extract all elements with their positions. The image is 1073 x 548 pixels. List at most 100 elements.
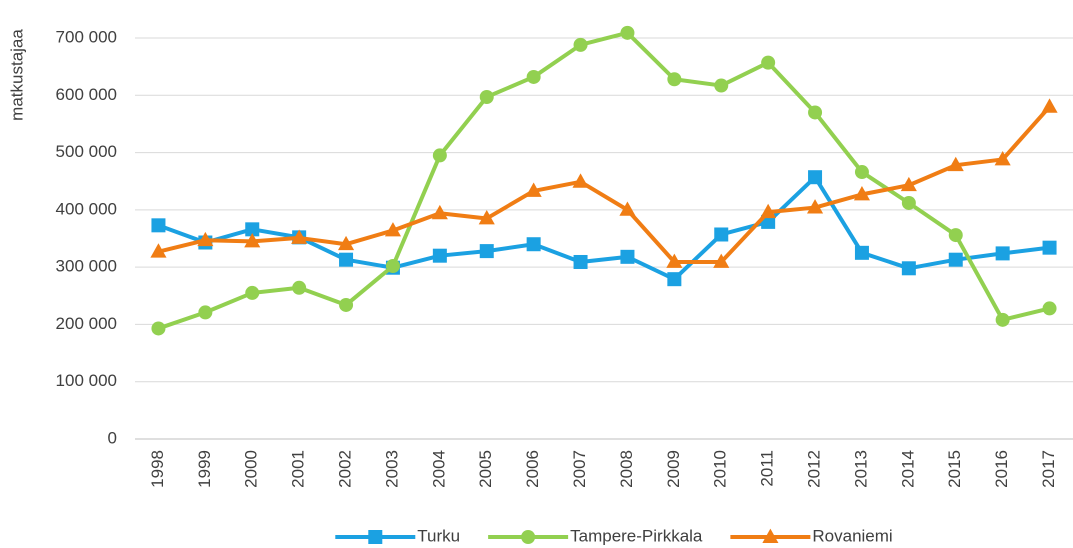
marker	[384, 222, 401, 237]
marker	[198, 305, 213, 320]
marker	[619, 201, 636, 216]
marker	[432, 148, 447, 163]
marker	[339, 252, 354, 267]
marker	[667, 72, 682, 87]
legend-item: Tampere-Pirkkala	[488, 526, 703, 545]
x-tick-label: 2015	[945, 450, 964, 488]
marker	[994, 151, 1011, 166]
y-axis-title: matkustajaa	[7, 29, 26, 121]
x-tick-label: 2011	[758, 450, 777, 487]
line	[157, 175, 1050, 282]
x-tick-label: 2012	[805, 450, 824, 488]
legend-label: Rovaniemi	[812, 526, 892, 545]
marker	[900, 176, 917, 192]
marker	[338, 235, 355, 251]
marker	[479, 244, 494, 259]
marker	[948, 228, 963, 243]
marker	[1041, 98, 1058, 113]
line	[157, 30, 1051, 331]
y-tick-label: 500 000	[56, 142, 117, 161]
x-tick-label: 2001	[289, 450, 308, 488]
legend-label: Turku	[417, 526, 460, 545]
marker	[431, 204, 448, 220]
x-tick-label: 2000	[242, 450, 261, 488]
marker	[526, 69, 541, 84]
marker	[478, 210, 495, 225]
marker	[521, 530, 536, 544]
marker	[385, 258, 400, 273]
x-tick-label: 1999	[195, 450, 214, 488]
marker	[666, 253, 683, 268]
marker	[573, 37, 588, 52]
marker	[432, 248, 447, 263]
marker	[808, 170, 823, 185]
series	[151, 25, 1057, 336]
x-tick-label: 2017	[1039, 450, 1058, 488]
marker	[244, 232, 261, 248]
x-tick-label: 2014	[898, 450, 917, 488]
marker	[292, 280, 307, 295]
marker	[853, 185, 870, 201]
x-tick-label: 2008	[617, 450, 636, 488]
marker	[245, 285, 260, 300]
y-tick-label: 300 000	[56, 257, 117, 276]
y-tick-label: 0	[108, 428, 117, 447]
marker	[620, 25, 635, 40]
marker	[479, 90, 494, 105]
marker	[714, 227, 729, 242]
x-tick-label: 2013	[851, 450, 870, 488]
marker	[245, 222, 260, 237]
legend-label: Tampere-Pirkkala	[570, 526, 703, 545]
series	[151, 170, 1057, 287]
marker	[150, 243, 167, 258]
marker	[291, 229, 308, 244]
x-tick-label: 2010	[711, 450, 730, 488]
line	[157, 105, 1052, 264]
series	[150, 98, 1058, 268]
marker	[760, 203, 777, 219]
x-tick-label: 2007	[570, 450, 589, 488]
legend-item: Rovaniemi	[730, 526, 893, 545]
marker	[762, 528, 779, 543]
marker	[526, 237, 541, 252]
y-tick-label: 400 000	[56, 199, 117, 218]
marker	[197, 231, 214, 247]
marker	[1042, 240, 1057, 255]
marker	[151, 218, 166, 233]
marker	[854, 165, 869, 180]
marker	[995, 246, 1010, 261]
marker	[713, 253, 730, 268]
marker	[947, 156, 964, 172]
x-tick-label: 2009	[664, 450, 683, 488]
legend: Turku Tampere-Pirkkala Rovaniemi	[335, 526, 893, 545]
x-tick-label: 2006	[523, 450, 542, 488]
legend-item: Turku	[335, 526, 460, 545]
marker	[667, 272, 682, 287]
marker	[901, 261, 916, 276]
marker	[525, 182, 542, 197]
y-tick-label: 700 000	[56, 27, 117, 46]
marker	[761, 55, 776, 70]
x-tick-label: 2002	[336, 450, 355, 488]
y-tick-label: 200 000	[56, 314, 117, 333]
marker	[620, 249, 635, 264]
marker	[714, 78, 729, 93]
marker	[901, 195, 916, 210]
marker	[1042, 301, 1057, 316]
marker	[572, 173, 589, 188]
marker	[368, 530, 383, 544]
marker	[807, 199, 824, 214]
marker	[854, 245, 869, 260]
marker	[151, 321, 166, 336]
marker	[995, 312, 1010, 327]
marker	[948, 252, 963, 267]
marker	[339, 297, 354, 312]
marker	[808, 105, 823, 120]
y-tick-label: 600 000	[56, 85, 117, 104]
marker	[573, 254, 588, 269]
x-tick-label: 1998	[148, 450, 167, 488]
y-tick-label: 100 000	[56, 371, 117, 390]
x-tick-label: 2004	[429, 450, 448, 488]
x-tick-label: 2005	[476, 450, 495, 488]
